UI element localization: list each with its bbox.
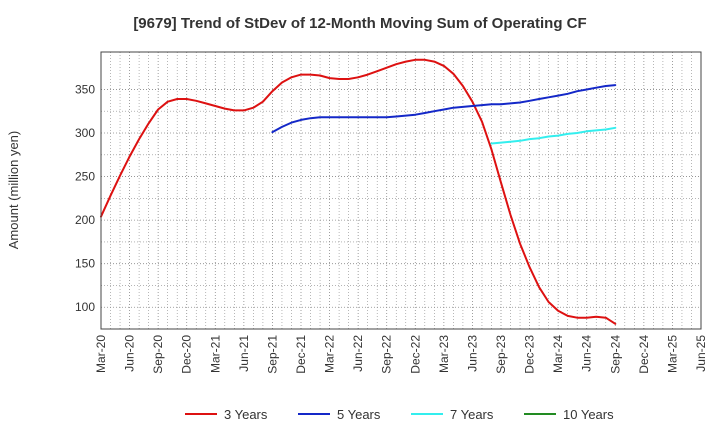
series-line-1 — [271, 84, 617, 134]
x-tick-label: Dec-21 — [294, 335, 308, 374]
x-tick-label: Dec-24 — [637, 335, 651, 374]
series-line-0 — [100, 58, 617, 325]
x-tick-label: Jun-22 — [351, 335, 365, 372]
series-group — [100, 58, 617, 325]
x-tick-label: Dec-22 — [408, 335, 422, 374]
x-tick-label: Mar-24 — [551, 335, 565, 373]
legend-label: 10 Years — [563, 407, 614, 422]
y-tick-label: 150 — [75, 257, 95, 271]
x-tick-label: Jun-21 — [237, 335, 251, 372]
x-tick-label: Dec-20 — [180, 335, 194, 374]
x-tick-label: Mar-21 — [208, 335, 222, 373]
x-tick-label: Sep-23 — [494, 335, 508, 374]
y-tick-label: 200 — [75, 213, 95, 227]
y-axis-ticks: 100 150 200 250 300 350 — [75, 82, 95, 314]
x-tick-label: Sep-20 — [151, 335, 165, 374]
y-axis-label: Amount (million yen) — [6, 131, 21, 250]
x-tick-label: Sep-24 — [608, 335, 622, 374]
x-tick-label: Sep-21 — [265, 335, 279, 374]
y-tick-label: 250 — [75, 170, 95, 184]
plot-frame — [100, 51, 702, 330]
legend-label: 3 Years — [224, 407, 268, 422]
x-axis-ticks: Mar-20 Jun-20 Sep-20 Dec-20 Mar-21 Jun-21 Sep-… — [94, 335, 708, 374]
x-tick-label: Mar-20 — [94, 335, 108, 373]
legend: 3 Years 5 Years 7 Years 10 Years — [185, 407, 614, 422]
x-tick-label: Sep-22 — [380, 335, 394, 374]
grid — [101, 52, 701, 329]
y-tick-label: 300 — [75, 126, 95, 140]
x-tick-label: Mar-22 — [323, 335, 337, 373]
x-tick-label: Dec-23 — [523, 335, 537, 374]
x-tick-label: Jun-20 — [123, 335, 137, 372]
x-tick-label: Jun-25 — [694, 335, 708, 372]
x-tick-label: Mar-25 — [665, 335, 679, 373]
y-tick-label: 350 — [75, 82, 95, 96]
y-tick-label: 100 — [75, 300, 95, 314]
series-line-2 — [490, 126, 617, 145]
x-tick-label: Jun-23 — [465, 335, 479, 372]
x-tick-label: Jun-24 — [580, 335, 594, 372]
plot-area — [101, 52, 701, 329]
x-tick-label: Mar-23 — [437, 335, 451, 373]
chart-title: [9679] Trend of StDev of 12-Month Moving… — [133, 15, 586, 32]
legend-label: 7 Years — [450, 407, 494, 422]
legend-label: 5 Years — [337, 407, 381, 422]
